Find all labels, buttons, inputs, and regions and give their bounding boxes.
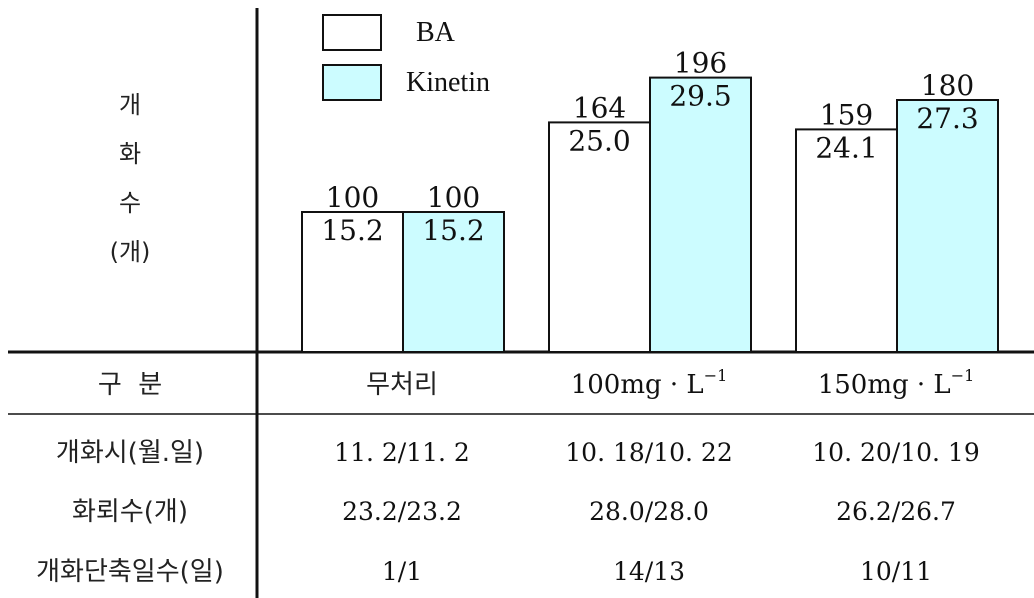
y-axis-label: 개 화 수 (개) — [110, 91, 151, 266]
inner-label-kinetin-1: 15.2 — [422, 214, 484, 247]
y-label-char-1: 개 — [119, 91, 141, 119]
y-label-char-2: 화 — [119, 140, 141, 168]
bar-kinetin-2 — [649, 76, 752, 353]
row-label-bloom-date: 개화시(월.일) — [56, 438, 204, 468]
row-label-days-shortened: 개화단축일수(일) — [36, 557, 224, 587]
category-label-3-text: 150mg · L — [818, 370, 951, 400]
legend-swatch-ba — [322, 14, 382, 51]
category-label-1: 무처리 — [366, 370, 438, 400]
bar-kinetin-1 — [402, 211, 505, 353]
table-row: 개화시(월.일) 11. 2/11. 2 10. 18/10. 22 10. 2… — [56, 438, 980, 468]
category-label-3-superscript: −1 — [951, 366, 975, 385]
bar-ba-3 — [795, 128, 898, 353]
cell-bud-count-2: 28.0/28.0 — [589, 497, 709, 526]
inner-label-kinetin-3: 27.3 — [916, 102, 978, 135]
table-row: 개화단축일수(일) 1/1 14/13 10/11 — [36, 557, 932, 587]
y-label-char-3: 수 — [119, 189, 141, 217]
category-label-3: 150mg · L−1 — [818, 366, 975, 400]
table-row: 화뢰수(개) 23.2/23.2 28.0/28.0 26.2/26.7 — [72, 497, 956, 527]
category-label-2-superscript: −1 — [704, 366, 728, 385]
value-label-ba-2: 164 — [573, 91, 626, 124]
legend-label-kinetin: Kinetin — [406, 67, 490, 98]
inner-label-ba-2: 25.0 — [568, 124, 630, 157]
row-label-bud-count: 화뢰수(개) — [72, 497, 188, 527]
legend-swatch-kinetin — [322, 64, 382, 101]
cell-days-shortened-3: 10/11 — [860, 557, 932, 586]
value-label-ba-3: 159 — [820, 98, 873, 131]
cell-bud-count-3: 26.2/26.7 — [836, 497, 956, 526]
value-label-kinetin-1: 100 — [427, 181, 480, 214]
value-label-ba-1: 100 — [326, 181, 379, 214]
bars-group: 10015.210015.216425.019629.515924.118027… — [301, 47, 999, 354]
inner-label-kinetin-2: 29.5 — [669, 80, 731, 113]
inner-label-ba-1: 15.2 — [321, 214, 383, 247]
category-label-2: 100mg · L−1 — [571, 366, 728, 400]
table-header-label: 구 분 — [98, 370, 162, 400]
cell-bloom-date-1: 11. 2/11. 2 — [334, 438, 470, 467]
cell-bud-count-1: 23.2/23.2 — [342, 497, 462, 526]
category-label-2-text: 100mg · L — [571, 370, 704, 400]
bar-ba-1 — [301, 211, 404, 353]
bar-ba-2 — [548, 121, 651, 354]
legend: BA Kinetin — [322, 14, 490, 101]
cell-days-shortened-1: 1/1 — [382, 557, 422, 586]
cell-bloom-date-2: 10. 18/10. 22 — [565, 438, 732, 467]
value-label-kinetin-2: 196 — [674, 47, 727, 80]
cell-bloom-date-3: 10. 20/10. 19 — [812, 438, 979, 467]
cell-days-shortened-2: 14/13 — [613, 557, 685, 586]
y-label-char-4: (개) — [110, 238, 151, 266]
bar-kinetin-3 — [896, 99, 999, 353]
value-label-kinetin-3: 180 — [921, 69, 974, 102]
inner-label-ba-3: 24.1 — [815, 131, 877, 164]
legend-label-ba: BA — [416, 17, 456, 48]
